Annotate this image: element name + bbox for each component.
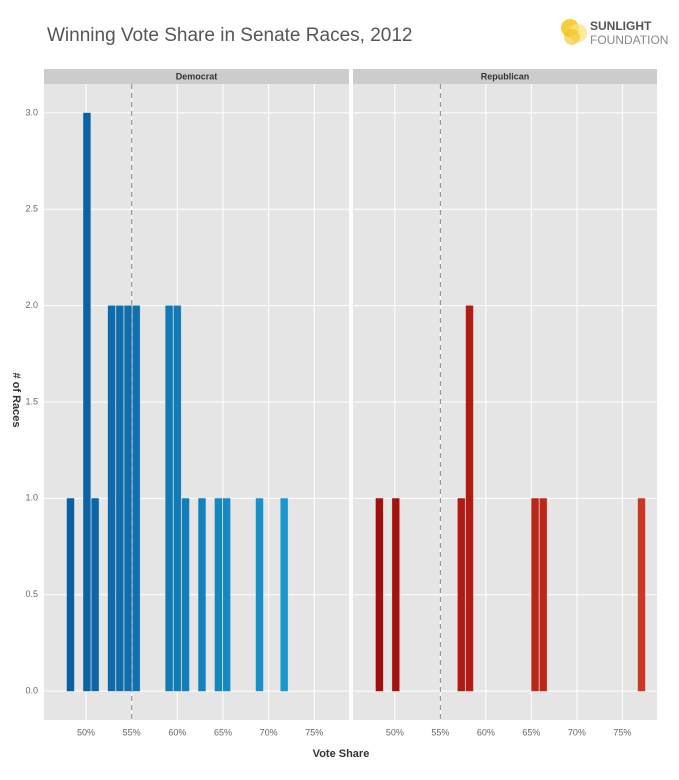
- y-tick-label: 3.0: [25, 107, 38, 117]
- bar: [375, 498, 384, 692]
- x-tick-label: 70%: [260, 727, 278, 737]
- y-axis-label: # of Races: [10, 372, 22, 427]
- facet-strip: [44, 69, 349, 84]
- y-tick-label: 2.0: [25, 300, 38, 310]
- x-tick-label: 65%: [522, 727, 540, 737]
- y-tick-label: 1.5: [25, 396, 38, 406]
- logo-circle: [564, 29, 580, 45]
- bar: [115, 305, 124, 692]
- logo-text: SUNLIGHT: [590, 19, 652, 33]
- logo: SUNLIGHT FOUNDATION: [561, 19, 668, 47]
- x-tick-label: 55%: [431, 727, 449, 737]
- logo-text: FOUNDATION: [590, 33, 668, 47]
- bar: [457, 498, 466, 692]
- x-tick-label: 60%: [168, 727, 186, 737]
- bar: [165, 305, 174, 692]
- x-tick-label: 65%: [214, 727, 232, 737]
- x-axis-label: Vote Share: [313, 748, 370, 760]
- bar: [66, 498, 75, 692]
- bar: [198, 498, 206, 692]
- x-tick-label: 75%: [613, 727, 631, 737]
- bar: [465, 305, 474, 692]
- bar: [124, 305, 132, 692]
- bar: [637, 498, 646, 692]
- bar: [214, 498, 223, 692]
- x-tick-label: 75%: [305, 727, 323, 737]
- bar: [539, 498, 548, 692]
- bar: [531, 498, 539, 692]
- y-tick-label: 1.0: [25, 493, 38, 503]
- y-tick-label: 0.5: [25, 589, 38, 599]
- x-tick-label: 50%: [77, 727, 95, 737]
- bar: [222, 498, 231, 692]
- chart-title: Winning Vote Share in Senate Races, 2012: [47, 25, 412, 46]
- facet-strip: [353, 69, 657, 84]
- bar: [181, 498, 190, 692]
- bar: [173, 305, 182, 692]
- bar: [83, 112, 91, 692]
- x-tick-label: 50%: [386, 727, 404, 737]
- x-tick-label: 55%: [123, 727, 141, 737]
- bar: [391, 498, 400, 692]
- y-tick-label: 2.5: [25, 204, 38, 214]
- y-tick-label: 0.0: [25, 685, 38, 695]
- bar: [91, 498, 100, 692]
- x-tick-label: 60%: [477, 727, 495, 737]
- bar: [107, 305, 116, 692]
- facet-label: Republican: [481, 71, 530, 81]
- x-tick-label: 70%: [568, 727, 586, 737]
- facet-label: Democrat: [176, 71, 218, 81]
- bar: [132, 305, 141, 692]
- bar: [255, 498, 264, 692]
- bar: [280, 498, 289, 692]
